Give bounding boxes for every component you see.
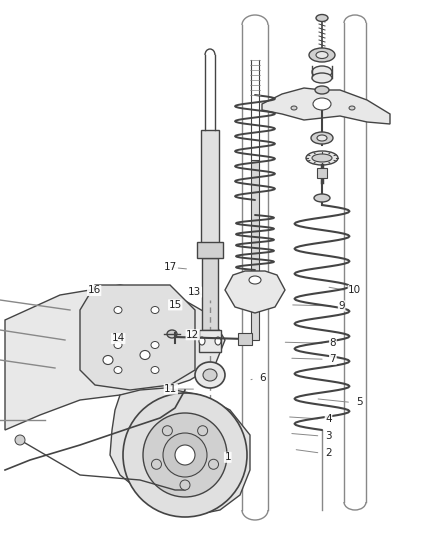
Bar	[317, 168, 327, 178]
Bar	[201, 130, 219, 250]
Ellipse shape	[313, 98, 331, 110]
Ellipse shape	[140, 351, 150, 359]
Ellipse shape	[312, 154, 332, 162]
Ellipse shape	[349, 106, 355, 110]
Bar	[251, 160, 259, 340]
Ellipse shape	[151, 306, 159, 313]
Text: 15: 15	[169, 300, 182, 310]
Ellipse shape	[114, 367, 122, 374]
Ellipse shape	[114, 342, 122, 349]
Bar	[199, 330, 221, 352]
Ellipse shape	[167, 330, 177, 338]
Text: 9: 9	[338, 301, 345, 311]
Ellipse shape	[314, 194, 330, 202]
Circle shape	[152, 459, 162, 469]
Ellipse shape	[103, 356, 113, 365]
Circle shape	[162, 426, 173, 436]
Text: 2: 2	[325, 448, 332, 458]
Ellipse shape	[309, 48, 335, 62]
Text: 14: 14	[112, 334, 125, 343]
Ellipse shape	[203, 369, 217, 381]
Text: 12: 12	[186, 330, 199, 340]
Bar	[197, 242, 223, 258]
Ellipse shape	[291, 106, 297, 110]
Ellipse shape	[316, 14, 328, 21]
Ellipse shape	[312, 66, 332, 78]
Circle shape	[208, 459, 219, 469]
Text: 3: 3	[325, 431, 332, 441]
Ellipse shape	[249, 276, 261, 284]
Polygon shape	[262, 88, 390, 124]
Circle shape	[15, 435, 25, 445]
Ellipse shape	[114, 306, 122, 313]
Ellipse shape	[312, 73, 332, 83]
Polygon shape	[225, 271, 285, 313]
Ellipse shape	[311, 132, 333, 144]
Ellipse shape	[317, 135, 327, 141]
Ellipse shape	[151, 367, 159, 374]
Text: 5: 5	[356, 398, 363, 407]
Text: 6: 6	[259, 374, 266, 383]
Bar	[238, 333, 252, 345]
Text: 4: 4	[325, 414, 332, 424]
Text: 1: 1	[224, 453, 231, 462]
Circle shape	[175, 445, 195, 465]
Circle shape	[180, 480, 190, 490]
Circle shape	[143, 413, 227, 497]
Text: 8: 8	[329, 338, 336, 348]
Ellipse shape	[306, 151, 338, 165]
Text: 16: 16	[88, 286, 101, 295]
Circle shape	[163, 433, 207, 477]
Polygon shape	[5, 285, 225, 430]
Ellipse shape	[151, 342, 159, 349]
Ellipse shape	[215, 337, 221, 345]
Circle shape	[123, 393, 247, 517]
Text: 17: 17	[164, 262, 177, 271]
Polygon shape	[80, 285, 195, 390]
Text: 13: 13	[188, 287, 201, 297]
Ellipse shape	[315, 86, 329, 94]
Circle shape	[198, 426, 208, 436]
Polygon shape	[110, 388, 250, 515]
Text: 7: 7	[329, 354, 336, 364]
Ellipse shape	[316, 52, 328, 59]
Bar	[202, 258, 218, 330]
Ellipse shape	[199, 337, 205, 345]
Text: 10: 10	[348, 286, 361, 295]
Ellipse shape	[195, 362, 225, 388]
Text: 11: 11	[164, 384, 177, 394]
